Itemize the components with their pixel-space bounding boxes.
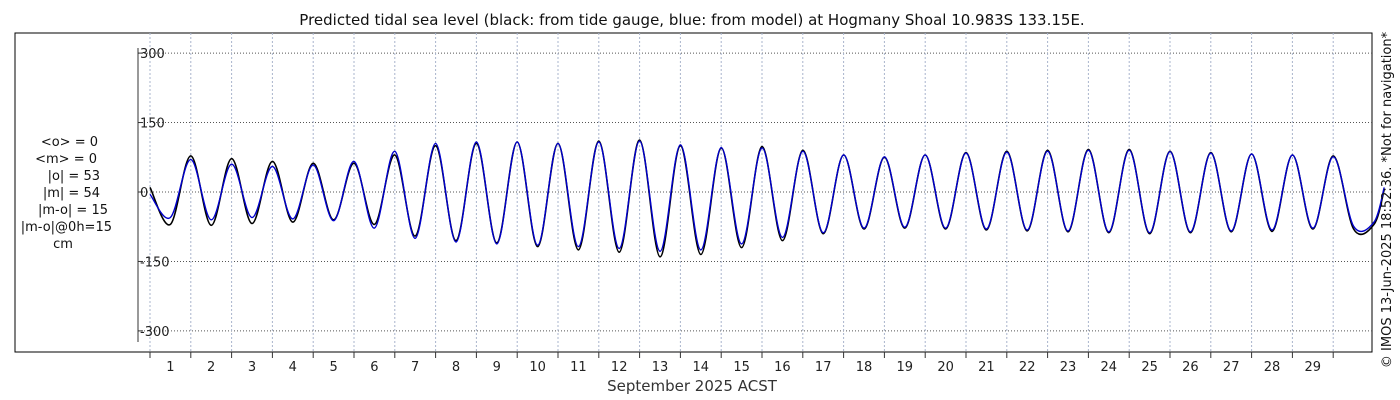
chart-title: Predicted tidal sea level (black: from t…	[299, 11, 1084, 29]
x-tick-label: 17	[815, 360, 832, 375]
x-tick-label: 21	[978, 360, 995, 375]
y-axis: 300 150 0 -150 -300	[137, 47, 170, 342]
x-tick-label: 18	[856, 360, 873, 375]
y-tick-label: 150	[140, 117, 165, 132]
series-line-model	[149, 140, 1385, 253]
x-tick-label: 16	[774, 360, 791, 375]
x-tick-label: 15	[733, 360, 750, 375]
x-tick-label: 9	[493, 360, 501, 375]
stat-mean-model: <m> = 0	[35, 152, 97, 167]
stat-abs-diff: |m-o| = 15	[38, 203, 108, 218]
stat-abs-model: |m| = 54	[43, 186, 100, 201]
grid-lines	[138, 33, 1372, 352]
x-tick-label: 12	[611, 360, 628, 375]
stat-unit: cm	[53, 237, 73, 252]
x-tick-label: 10	[529, 360, 546, 375]
x-tick-label: 6	[370, 360, 378, 375]
x-tick-label: 19	[897, 360, 914, 375]
x-tick-label: 8	[452, 360, 460, 375]
stat-mean-observed: <o> = 0	[41, 135, 98, 150]
x-tick-label: 4	[289, 360, 297, 375]
x-tick-label: 1	[166, 360, 174, 375]
x-tick-label: 14	[693, 360, 710, 375]
x-tick-label: 7	[411, 360, 419, 375]
x-axis-label: September 2025 ACST	[607, 377, 778, 395]
x-tick-label: 27	[1223, 360, 1240, 375]
stats-box: <o> = 0 <m> = 0 |o| = 53 |m| = 54 |m-o| …	[21, 135, 112, 252]
y-tick-label: 300	[140, 47, 165, 62]
x-tick-label: 24	[1101, 360, 1118, 375]
x-tick-label: 13	[652, 360, 669, 375]
credit-text: © IMOS 13-Jun-2025 18:52:36. *Not for na…	[1380, 31, 1395, 368]
x-tick-label: 25	[1141, 360, 1158, 375]
x-tick-label: 29	[1305, 360, 1322, 375]
stat-abs-diff-0h: |m-o|@0h=15	[21, 220, 112, 235]
stat-abs-observed: |o| = 53	[48, 169, 100, 184]
x-tick-label: 26	[1182, 360, 1199, 375]
x-tick-label: 20	[937, 360, 954, 375]
y-tick-label: 0	[140, 186, 148, 201]
x-tick-label: 5	[329, 360, 337, 375]
x-tick-label: 3	[248, 360, 256, 375]
x-tick-label: 28	[1264, 360, 1281, 375]
series-layer	[149, 139, 1385, 258]
x-axis: 1 2 3 4 5 6 7 8 9 10 11 12 13 14 15 16 17 18 19 20 21 22 23 24 2…	[149, 352, 1334, 375]
y-tick-label: -300	[140, 325, 170, 340]
x-tick-label: 22	[1019, 360, 1036, 375]
x-tick-label: 11	[570, 360, 587, 375]
x-tick-label: 2	[207, 360, 215, 375]
x-tick-label: 23	[1060, 360, 1077, 375]
y-tick-label: -150	[140, 255, 170, 270]
